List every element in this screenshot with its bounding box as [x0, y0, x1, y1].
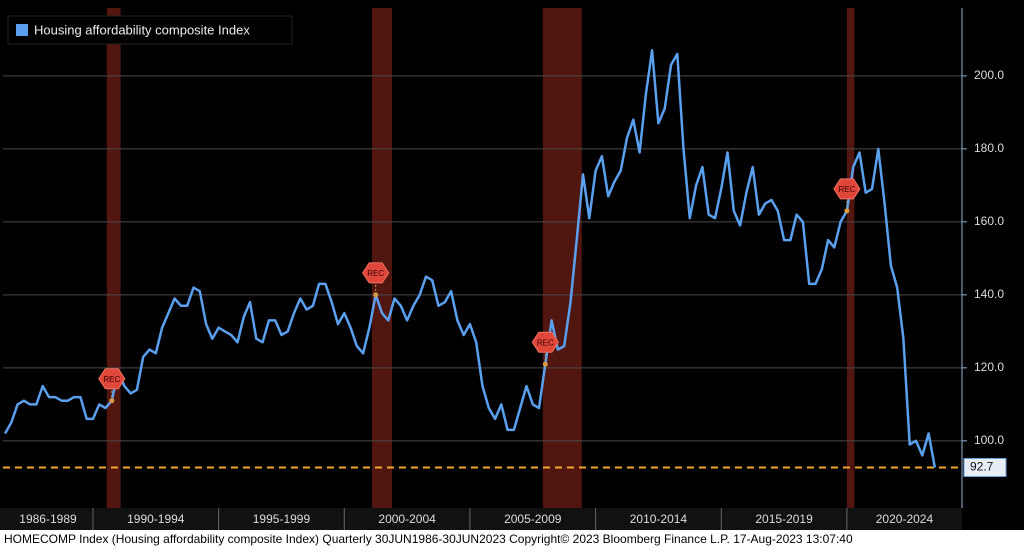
x-tick-label: 2015-2019 [755, 512, 813, 526]
x-tick-label: 2000-2004 [378, 512, 436, 526]
rec-marker [833, 178, 861, 200]
x-tick-label: 1990-1994 [127, 512, 185, 526]
y-tick-label: 200.0 [974, 68, 1004, 82]
rec-point [373, 292, 379, 298]
y-tick-label: 120.0 [974, 360, 1004, 374]
y-tick-label: 140.0 [974, 287, 1004, 301]
x-tick-label: 2010-2014 [630, 512, 688, 526]
rec-marker [531, 331, 559, 353]
x-tick-label: 2020-2024 [876, 512, 934, 526]
rec-label: REC [367, 269, 384, 278]
legend-label: Housing affordability composite Index [34, 22, 250, 37]
y-tick-label: 100.0 [974, 433, 1004, 447]
rec-point [542, 361, 548, 367]
y-tick-label: 180.0 [974, 141, 1004, 155]
rec-point [844, 208, 850, 214]
x-tick-label: 1995-1999 [253, 512, 311, 526]
footer-band [0, 530, 1024, 559]
recession-band [846, 8, 855, 508]
recession-band [106, 8, 121, 508]
y-tick-label: 160.0 [974, 214, 1004, 228]
recession-band [371, 8, 393, 508]
x-tick-label: 1986-1989 [19, 512, 77, 526]
legend-box [7, 15, 293, 45]
last-value-box [963, 457, 1007, 477]
data-line [3, 49, 937, 468]
rec-label: REC [103, 375, 120, 384]
rec-marker [98, 368, 126, 390]
rec-label: REC [537, 338, 554, 347]
last-value-label: 92.7 [970, 460, 994, 474]
footer: HOMECOMP Index (Housing affordability co… [4, 532, 853, 546]
legend-swatch [16, 24, 28, 36]
rec-label: REC [838, 185, 855, 194]
rec-marker [362, 262, 390, 284]
x-tick-label: 2005-2009 [504, 512, 562, 526]
rec-point [109, 398, 115, 404]
